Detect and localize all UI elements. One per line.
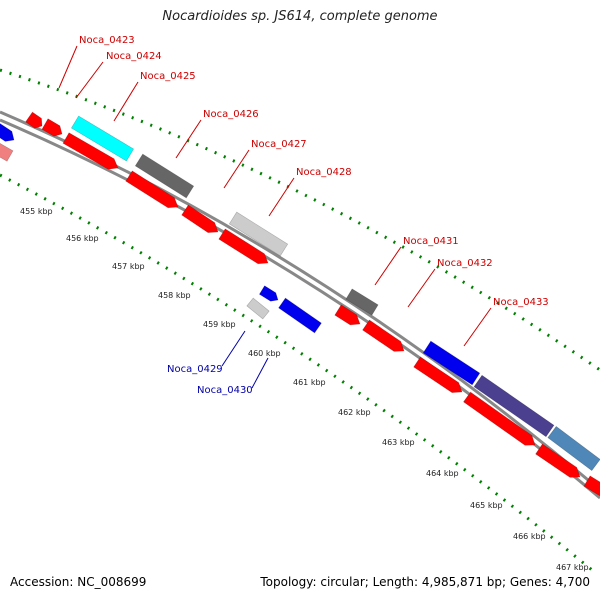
gene-feature [413,356,463,393]
tick-label: 463 kbp [382,438,415,447]
gene-label[interactable]: Noca_0430 [197,385,253,396]
tick-label: 458 kbp [158,291,191,300]
leader-line [175,119,202,159]
gene-label[interactable]: Noca_0428 [296,167,352,178]
gene-label[interactable]: Noca_0424 [106,51,162,62]
gene-label-group: Noca_0423 Noca_0424 Noca_0425 Noca_0426 Noca… [79,35,549,396]
gene-feature [583,475,600,497]
leader-line [463,307,492,347]
gene-feature [125,170,179,209]
accession-text: Accession: NC_008699 [10,575,147,589]
gene-feature [0,123,15,142]
gene-feature [362,319,405,352]
gene-label[interactable]: Noca_0429 [167,364,223,375]
leader-line [113,81,139,122]
map-title: Nocardioides sp. JS614, complete genome [162,9,438,24]
gene-feature [134,153,195,199]
gene-feature [422,340,481,386]
genome-summary-text: Topology: circular; Length: 4,985,871 bp… [260,575,590,589]
gene-feature [463,391,536,446]
gene-label[interactable]: Noca_0431 [403,236,459,247]
gene-label[interactable]: Noca_0423 [79,35,135,46]
gene-feature [41,118,63,137]
tick-label: 462 kbp [338,408,371,417]
tick-label: 464 kbp [426,469,459,478]
outer-dotted-ring [0,68,600,372]
gene-group [0,111,600,497]
gene-feature [228,211,289,257]
leader-line [221,330,246,367]
gene-label[interactable]: Noca_0425 [140,71,196,82]
tick-label: 460 kbp [248,349,281,358]
leader-line [374,246,402,286]
gene-label[interactable]: Noca_0427 [251,139,307,150]
gene-feature [246,297,270,320]
gene-feature [218,228,269,265]
gene-label[interactable]: Noca_0426 [203,109,259,120]
gene-feature [473,374,555,438]
tick-label: 465 kbp [470,501,503,510]
leader-line [268,177,295,217]
gene-label[interactable]: Noca_0433 [493,297,549,308]
tick-group: 455 kbp 456 kbp 457 kbp 458 kbp 459 kbp 460 k… [20,207,589,572]
gene-feature [535,443,581,478]
gene-feature [25,111,43,129]
tick-label: 467 kbp [556,563,589,572]
tick-label: 461 kbp [293,378,326,387]
gene-feature [258,285,279,302]
tick-label: 457 kbp [112,262,145,271]
leader-line [58,45,78,89]
leader-line [75,61,104,99]
gene-feature [345,288,379,316]
tick-label: 455 kbp [20,207,53,216]
tick-label: 466 kbp [513,532,546,541]
gene-feature [0,143,14,162]
leader-lines [58,45,492,389]
gene-feature [334,304,361,326]
gene-feature [181,204,219,233]
gene-label[interactable]: Noca_0432 [437,258,493,269]
gene-feature [70,115,135,162]
leader-line [223,149,250,189]
gene-feature [62,132,119,170]
gene-feature [278,297,322,334]
tick-label: 456 kbp [66,234,99,243]
tick-label: 459 kbp [203,320,236,329]
gene-feature [547,425,600,472]
leader-line [407,268,436,308]
leader-line [251,357,269,389]
